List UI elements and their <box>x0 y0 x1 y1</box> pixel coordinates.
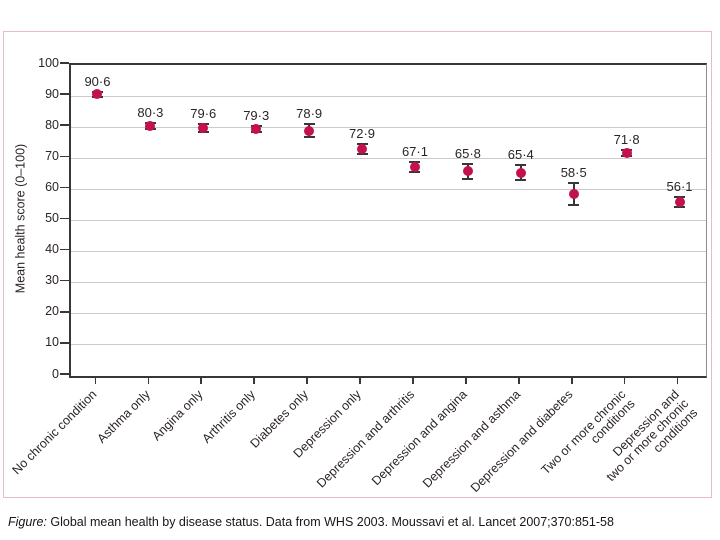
y-axis-tick <box>60 217 69 220</box>
caption-text: Global mean health by disease status. Da… <box>46 515 614 529</box>
data-point-marker <box>462 166 473 177</box>
error-bar-cap <box>303 122 315 125</box>
chart-panel: Mean health score (0–100) 90·6 80·3 79·6 79… <box>3 31 712 498</box>
gridline <box>71 282 706 284</box>
y-axis-tick-label: 30 <box>45 273 59 288</box>
error-bar-cap <box>462 177 474 180</box>
gridline <box>71 220 706 221</box>
data-point-marker <box>409 162 420 173</box>
y-axis-tick-label: 10 <box>45 335 59 350</box>
error-bar-cap <box>515 164 527 167</box>
data-point-marker <box>568 189 579 200</box>
data-point-value-label: 79·6 <box>190 106 217 122</box>
error-bar-cap <box>515 178 527 181</box>
y-axis-tick-label: 20 <box>45 304 59 319</box>
data-point-marker <box>145 121 156 132</box>
y-axis-tick-label: 50 <box>45 211 59 225</box>
x-axis-tick <box>412 376 414 384</box>
data-point-marker <box>251 124 262 135</box>
gridline <box>71 251 706 253</box>
gridline <box>71 344 706 346</box>
data-point-value-label: 67·1 <box>401 144 428 160</box>
data-point-value-label: 79·3 <box>243 108 270 124</box>
gridline <box>71 157 706 159</box>
x-axis-category-label: No chronic condition <box>9 387 100 478</box>
x-axis-tick <box>465 376 467 384</box>
y-axis-tick <box>60 311 69 313</box>
data-point-marker <box>92 89 103 100</box>
data-point-value-label: 72·9 <box>349 126 376 142</box>
x-axis-tick <box>359 376 361 384</box>
data-point-value-label: 78·9 <box>296 105 323 121</box>
y-axis-tick <box>60 93 69 95</box>
x-axis-category-label: Angina only <box>149 387 206 444</box>
y-axis-tick-label: 90 <box>45 86 59 101</box>
y-axis-tick <box>60 342 69 344</box>
y-axis-tick-label: 100 <box>38 55 59 70</box>
gridline <box>71 313 706 315</box>
y-axis-tick-label: 40 <box>45 242 59 257</box>
x-axis-tick <box>676 376 679 384</box>
y-axis-tick-label: 80 <box>45 117 59 132</box>
x-axis-tick <box>623 376 626 384</box>
data-point-value-label: 65·4 <box>507 147 534 163</box>
data-point-marker <box>621 147 632 158</box>
data-point-value-label: 80·3 <box>137 105 164 121</box>
data-point-marker <box>357 144 368 155</box>
y-axis-tick <box>60 124 69 126</box>
data-point-value-label: 56·1 <box>666 178 693 194</box>
data-point-value-label: 58·5 <box>560 165 587 181</box>
x-axis-tick <box>306 376 308 384</box>
caption-prefix: Figure: <box>8 515 47 529</box>
y-axis-tick-label: 60 <box>45 179 59 194</box>
x-axis-category-label: Depression and angina <box>369 387 471 489</box>
error-bar-cap <box>568 182 580 185</box>
y-axis-tick <box>60 279 69 282</box>
x-axis-tick <box>570 376 573 384</box>
x-axis-tick <box>253 376 255 384</box>
gridline <box>71 188 706 190</box>
x-axis-category-label: Depression and asthma <box>419 387 523 491</box>
plot-area: 90·6 80·3 79·6 79·3 78·9 72·9 67·1 65·8 65·4 58·5… <box>69 63 707 378</box>
y-axis-tick <box>60 186 69 189</box>
x-axis-tick <box>517 376 520 384</box>
y-axis-tick <box>60 155 69 158</box>
error-bar-cap <box>568 203 580 206</box>
data-point-marker <box>515 167 526 178</box>
x-axis-category-label: Asthma only <box>94 387 153 446</box>
gridline <box>71 126 706 128</box>
y-axis-tick <box>60 62 69 64</box>
x-axis-category-label: Depression and arthritis <box>313 387 418 491</box>
x-axis-tick <box>200 376 203 384</box>
y-axis-tick-label: 70 <box>45 148 59 163</box>
x-axis-tick <box>94 376 97 384</box>
data-point-value-label: 71·8 <box>613 131 640 147</box>
error-bar-cap <box>303 136 315 139</box>
y-axis-tick <box>60 248 69 251</box>
data-point-marker <box>198 123 209 134</box>
gridline <box>71 95 706 97</box>
data-point-value-label: 65·8 <box>454 146 481 162</box>
y-axis-tick-label: 0 <box>52 366 59 381</box>
figure-caption: Figure: Global mean health by disease st… <box>8 514 712 530</box>
error-bar-cap <box>462 163 474 166</box>
data-point-value-label: 90·6 <box>84 73 111 89</box>
error-bar-cap <box>356 153 368 156</box>
error-bar-cap <box>409 171 421 174</box>
x-axis-tick <box>147 376 150 384</box>
data-point-marker <box>304 125 315 136</box>
y-axis-tick <box>60 373 69 375</box>
data-point-marker <box>674 196 685 207</box>
